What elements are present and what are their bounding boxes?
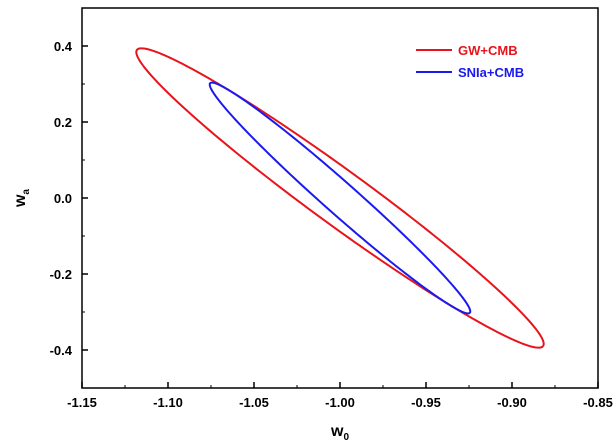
legend-label-snia-cmb: SNIa+CMB [458, 65, 524, 80]
x-tick-label: -1.00 [325, 395, 355, 410]
x-axis-title: w0 [330, 423, 349, 443]
y-axis-title-main: w [12, 194, 29, 208]
y-tick-label: -0.2 [50, 267, 72, 282]
legend-label-gw-cmb: GW+CMB [458, 43, 518, 58]
x-tick-label: -0.85 [583, 395, 613, 410]
contour-gw-cmb [135, 47, 545, 349]
x-tick-label: -1.15 [67, 395, 97, 410]
y-axis-title-sub: a [21, 189, 32, 195]
x-tick-label: -1.05 [239, 395, 269, 410]
y-tick-label: 0.0 [54, 191, 72, 206]
x-tick-label: -1.10 [153, 395, 183, 410]
series-layer [135, 47, 545, 349]
y-tick-label: 0.4 [54, 39, 73, 54]
y-ticks: -0.4 -0.2 0.0 0.2 0.4 [50, 7, 88, 389]
y-tick-label: -0.4 [50, 343, 73, 358]
x-axis-title-main: w [330, 423, 344, 440]
x-ticks: -1.15 -1.10 -1.05 -1.00 -0.95 -0.90 -0.85 [67, 382, 613, 410]
x-tick-label: -0.95 [411, 395, 441, 410]
x-tick-label: -0.90 [497, 395, 527, 410]
x-axis-title-sub: 0 [343, 432, 349, 443]
y-axis-title: wa [12, 189, 32, 208]
contour-snia-cmb [208, 81, 472, 315]
legend: GW+CMB SNIa+CMB [416, 43, 524, 80]
y-tick-label: 0.2 [54, 115, 72, 130]
